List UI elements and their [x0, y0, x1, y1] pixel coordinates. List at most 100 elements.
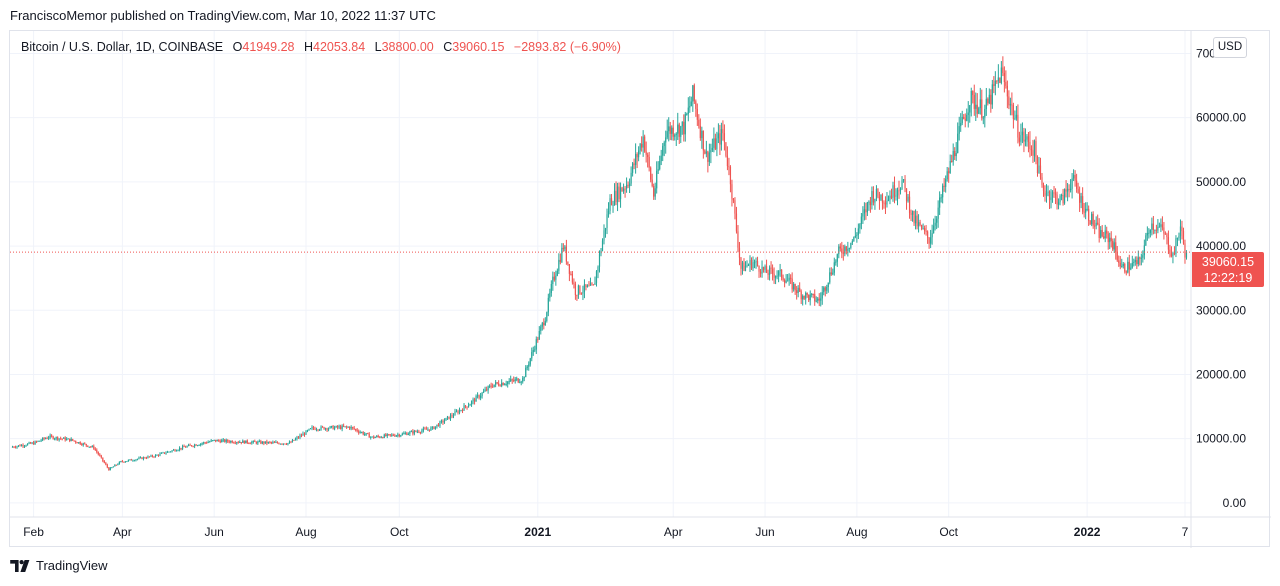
candle-down — [740, 257, 742, 269]
candle-down — [105, 462, 107, 465]
candle-up — [823, 287, 825, 293]
candle-up — [595, 271, 598, 283]
candle-up — [978, 108, 980, 114]
candle-down — [75, 441, 77, 443]
candle-up — [1145, 235, 1147, 246]
candle-down — [13, 446, 15, 448]
candle-up — [684, 114, 686, 135]
candle-down — [723, 133, 726, 143]
candle-up — [242, 440, 244, 443]
candle-down — [260, 441, 262, 444]
candle-up — [555, 275, 557, 280]
candle-down — [96, 449, 98, 453]
candle-down — [808, 294, 810, 301]
candle-up — [657, 169, 659, 171]
candle-down — [419, 432, 421, 434]
candle-down — [1006, 85, 1008, 97]
candle-up — [991, 84, 993, 105]
candle-down — [1076, 180, 1078, 189]
candle-up — [701, 130, 703, 139]
candle-down — [702, 130, 704, 151]
candle-down — [588, 285, 590, 287]
candle-up — [520, 381, 522, 383]
candle-up — [1051, 192, 1054, 198]
candle-up — [547, 297, 549, 313]
candle-down — [273, 442, 275, 444]
candle-down — [954, 150, 956, 157]
candle-down — [731, 184, 733, 199]
candle-down — [574, 283, 577, 296]
x-tick-label: 7 — [1182, 525, 1189, 539]
candle-up — [421, 430, 423, 433]
candle-down — [234, 442, 236, 444]
candle-up — [1100, 229, 1102, 238]
candle-down — [115, 464, 117, 466]
candle-up — [109, 467, 111, 471]
candle-up — [188, 444, 190, 447]
price-chart[interactable]: 0.00 10000.00 20000.00 30000.00 40000.00 5000… — [10, 31, 1271, 548]
candle-up — [597, 266, 599, 272]
candle-up — [778, 271, 780, 276]
candle-down — [719, 133, 721, 145]
chart-frame[interactable]: 0.00 10000.00 20000.00 30000.00 40000.00 5000… — [9, 30, 1271, 548]
candle-down — [1182, 231, 1185, 244]
candle-up — [296, 437, 298, 439]
candle-up — [892, 185, 894, 199]
candle-up — [251, 442, 253, 444]
symbol-legend[interactable]: Bitcoin / U.S. Dollar, 1D, COINBASE O419… — [21, 40, 621, 54]
currency-button[interactable]: USD — [1213, 37, 1247, 58]
candle-up — [370, 436, 372, 438]
candle-up — [1148, 232, 1150, 234]
candle-up — [172, 449, 175, 451]
candle-down — [29, 442, 32, 444]
candle-up — [635, 154, 637, 165]
candle-up — [159, 453, 161, 456]
candle-up — [162, 452, 164, 454]
candle-up — [70, 438, 72, 442]
candle-up — [895, 195, 897, 197]
candle-down — [219, 440, 221, 443]
candle-up — [449, 415, 452, 420]
candle-down — [925, 230, 927, 232]
open-value: 41949.28 — [242, 40, 295, 54]
candle-up — [746, 265, 748, 267]
candle-down — [800, 291, 802, 300]
candle-up — [225, 439, 227, 442]
candle-down — [923, 228, 926, 231]
candle-down — [249, 443, 251, 445]
candle-down — [498, 383, 500, 386]
candle-up — [467, 405, 470, 408]
candle-down — [368, 433, 370, 438]
candle-up — [1009, 104, 1011, 106]
candle-down — [814, 294, 816, 302]
candle-up — [261, 441, 263, 444]
candle-up — [383, 434, 385, 438]
candle-up — [481, 392, 483, 396]
candle-up — [860, 216, 862, 225]
candle-down — [151, 455, 154, 457]
candle-down — [678, 124, 680, 137]
candle-down — [872, 191, 875, 203]
candle-up — [114, 464, 116, 467]
candle-up — [1020, 135, 1022, 142]
candle-down — [714, 138, 716, 150]
candle-up — [848, 247, 850, 249]
candle-up — [1038, 165, 1040, 173]
candle-down — [812, 293, 814, 295]
x-tick-label: Jun — [755, 525, 774, 539]
candle-up — [705, 151, 707, 154]
candle-up — [544, 320, 546, 326]
tradingview-logo-icon — [10, 559, 30, 572]
candle-up — [168, 451, 170, 453]
footer-brand[interactable]: TradingView — [10, 558, 108, 573]
candle-up — [311, 427, 313, 429]
candle-up — [361, 432, 363, 434]
candle-down — [1002, 67, 1004, 74]
candle-down — [184, 446, 187, 448]
candle-up — [178, 447, 181, 450]
candle-down — [215, 439, 217, 442]
candle-down — [206, 442, 208, 444]
candle-up — [945, 179, 947, 187]
candle-up — [940, 197, 942, 199]
candle-up — [802, 296, 804, 300]
